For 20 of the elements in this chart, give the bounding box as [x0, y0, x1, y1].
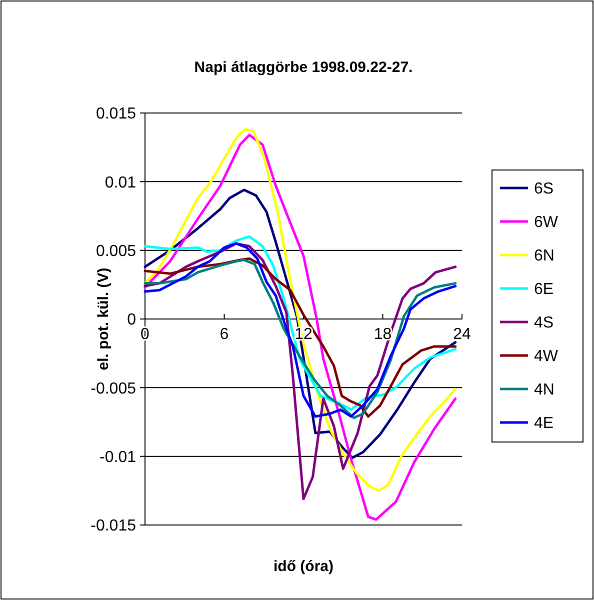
y-axis-title: el. pot. kül. (V) — [95, 268, 112, 370]
y-tick-label: 0.01 — [104, 174, 136, 192]
y-tick-label: 0.005 — [96, 242, 136, 260]
legend-label: 6W — [534, 214, 559, 232]
x-axis-title: idő (óra) — [274, 558, 334, 575]
legend-label: 4S — [534, 314, 554, 332]
legend-label: 4W — [534, 348, 559, 366]
legend-label: 4N — [534, 382, 554, 399]
legend-label: 6S — [534, 180, 554, 198]
chart-title: Napi átlaggörbe 1998.09.22-27. — [194, 59, 413, 76]
y-tick-label: -0.005 — [90, 380, 136, 398]
y-tick-label: -0.01 — [100, 448, 136, 466]
legend-label: 6N — [534, 248, 554, 265]
y-tick-label: 0.015 — [96, 106, 136, 123]
x-tick-label: 24 — [453, 326, 471, 343]
x-tick-label: 6 — [220, 326, 229, 343]
legend-label: 6E — [534, 281, 554, 298]
y-tick-label: 0 — [127, 312, 136, 329]
y-tick-label: -0.015 — [90, 518, 136, 535]
legend-label: 4E — [534, 415, 554, 432]
